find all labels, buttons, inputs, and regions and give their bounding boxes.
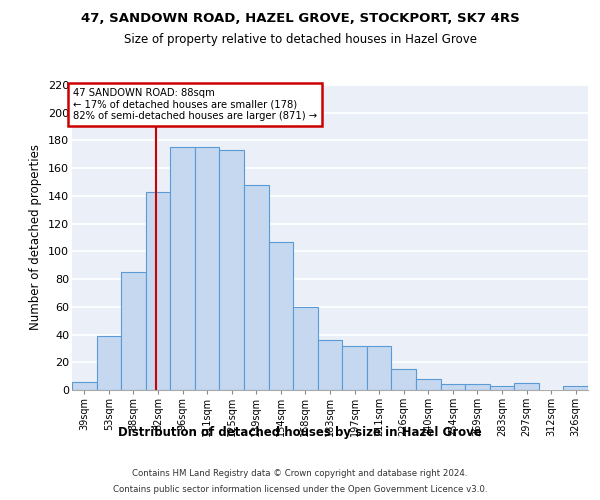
Text: Contains public sector information licensed under the Open Government Licence v3: Contains public sector information licen…: [113, 485, 487, 494]
Bar: [514, 383, 539, 390]
Bar: [416, 379, 440, 390]
Bar: [244, 185, 269, 390]
Bar: [342, 346, 367, 390]
Bar: [563, 386, 588, 390]
Text: Distribution of detached houses by size in Hazel Grove: Distribution of detached houses by size …: [118, 426, 482, 439]
Text: Size of property relative to detached houses in Hazel Grove: Size of property relative to detached ho…: [124, 32, 476, 46]
Bar: [318, 340, 342, 390]
Y-axis label: Number of detached properties: Number of detached properties: [29, 144, 43, 330]
Text: Contains HM Land Registry data © Crown copyright and database right 2024.: Contains HM Land Registry data © Crown c…: [132, 469, 468, 478]
Bar: [170, 148, 195, 390]
Bar: [490, 386, 514, 390]
Bar: [465, 384, 490, 390]
Bar: [121, 272, 146, 390]
Bar: [293, 307, 318, 390]
Bar: [269, 242, 293, 390]
Bar: [97, 336, 121, 390]
Bar: [146, 192, 170, 390]
Bar: [391, 369, 416, 390]
Bar: [367, 346, 391, 390]
Text: 47, SANDOWN ROAD, HAZEL GROVE, STOCKPORT, SK7 4RS: 47, SANDOWN ROAD, HAZEL GROVE, STOCKPORT…: [80, 12, 520, 26]
Bar: [440, 384, 465, 390]
Bar: [195, 148, 220, 390]
Bar: [220, 150, 244, 390]
Bar: [72, 382, 97, 390]
Text: 47 SANDOWN ROAD: 88sqm
← 17% of detached houses are smaller (178)
82% of semi-de: 47 SANDOWN ROAD: 88sqm ← 17% of detached…: [73, 88, 317, 121]
